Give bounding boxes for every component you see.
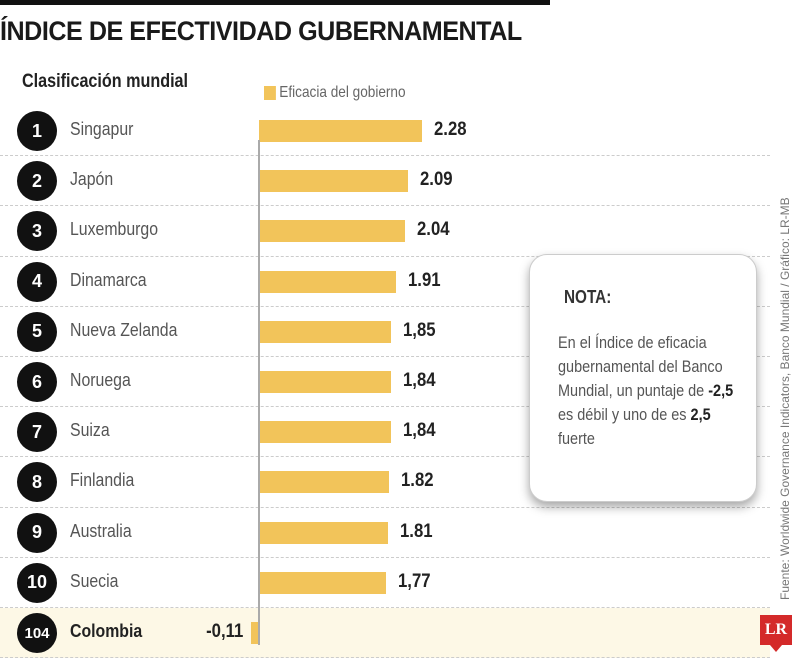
country-label: Colombia bbox=[70, 621, 143, 641]
legend: Eficacia del gobierno bbox=[264, 84, 406, 102]
country-label: Singapur bbox=[70, 119, 134, 139]
rank-badge: 9 bbox=[17, 512, 57, 553]
row-divider bbox=[0, 205, 770, 207]
value-label: 1.82 bbox=[401, 470, 434, 492]
bar-row: 7 Suiza 1,84 bbox=[0, 407, 770, 457]
country-label: Suecia bbox=[70, 570, 119, 591]
source-credit: Fuente: Worldwide Governance Indicators,… bbox=[778, 197, 792, 600]
country-label: Luxemburgo bbox=[70, 219, 159, 240]
note-text: En el Índice de eficacia gubernamental d… bbox=[558, 333, 723, 400]
rank-badge: 5 bbox=[17, 311, 57, 352]
rank-badge: 8 bbox=[17, 462, 57, 503]
rank-badge: 10 bbox=[17, 562, 57, 603]
top-rule bbox=[0, 0, 550, 5]
country-label: Dinamarca bbox=[70, 269, 147, 290]
rank-badge: 104 bbox=[17, 613, 57, 653]
row-divider bbox=[0, 305, 770, 307]
value-label: 1.81 bbox=[400, 520, 433, 542]
row-divider bbox=[0, 456, 770, 458]
country-label: Japón bbox=[70, 169, 114, 190]
bar-row: 8 Finlandia 1.82 bbox=[0, 457, 770, 507]
row-divider bbox=[0, 255, 770, 257]
legend-swatch bbox=[264, 86, 276, 100]
bar-row: 9 Australia 1.81 bbox=[0, 508, 770, 558]
note-bold: 2,5 bbox=[690, 405, 711, 424]
row-divider bbox=[0, 406, 770, 408]
country-label: Finlandia bbox=[70, 470, 135, 491]
rank-badge: 1 bbox=[17, 111, 57, 151]
country-label: Australia bbox=[70, 520, 132, 541]
value-label: 1.91 bbox=[407, 269, 441, 291]
value-label: 1,84 bbox=[402, 420, 436, 442]
note-title: NOTA: bbox=[564, 287, 612, 307]
bar bbox=[259, 120, 423, 142]
bar bbox=[259, 220, 405, 243]
country-label: Nueva Zelanda bbox=[70, 319, 178, 340]
row-divider bbox=[0, 556, 770, 558]
note-box: NOTA: En el Índice de eficacia gubername… bbox=[529, 254, 757, 502]
value-label: 1,77 bbox=[397, 570, 431, 592]
bar-row: 1 Singapur 2.28 bbox=[0, 106, 770, 156]
note-bold: -2,5 bbox=[708, 381, 734, 400]
row-divider bbox=[0, 607, 770, 608]
bar bbox=[259, 471, 390, 494]
bar bbox=[259, 421, 391, 444]
bar-row: 10 Suecia 1,77 bbox=[0, 558, 770, 608]
bar bbox=[259, 170, 409, 193]
legend-label: Eficacia del gobierno bbox=[279, 84, 406, 101]
rank-badge: 2 bbox=[17, 161, 57, 202]
note-body: En el Índice de eficacia gubernamental d… bbox=[558, 331, 745, 451]
rank-badge: 4 bbox=[17, 261, 57, 302]
bar bbox=[259, 521, 389, 544]
value-label: 1,85 bbox=[403, 319, 436, 341]
value-label: -0,11 bbox=[205, 621, 244, 642]
zero-axis bbox=[258, 140, 260, 645]
row-divider bbox=[0, 155, 770, 157]
country-label: Suiza bbox=[70, 420, 110, 441]
lr-logo: LR bbox=[760, 615, 792, 652]
value-label: 1,84 bbox=[402, 370, 436, 391]
rank-badge: 6 bbox=[17, 362, 57, 402]
row-divider bbox=[0, 506, 770, 508]
bar-row: 6 Noruega 1,84 bbox=[0, 357, 770, 407]
value-label: 2.28 bbox=[434, 119, 467, 140]
bar bbox=[251, 622, 259, 644]
bar-row: 2 Japón 2.09 bbox=[0, 156, 770, 206]
chart-title: ÍNDICE DE EFECTIVIDAD GUBERNAMENTAL bbox=[0, 16, 522, 46]
rank-badge: 7 bbox=[17, 412, 57, 453]
bar-row: 4 Dinamarca 1.91 bbox=[0, 257, 770, 307]
note-text: es débil y uno de es bbox=[558, 405, 691, 424]
subtitle: Clasificación mundial bbox=[22, 71, 189, 92]
rank-badge: 3 bbox=[17, 211, 57, 252]
bar-row: 5 Nueva Zelanda 1,85 bbox=[0, 307, 770, 357]
row-divider bbox=[0, 356, 770, 357]
note-text: fuerte bbox=[558, 429, 595, 448]
value-label: 2.04 bbox=[416, 219, 450, 241]
bar-row: 104 Colombia -0,11 bbox=[0, 608, 770, 658]
country-label: Noruega bbox=[70, 370, 131, 390]
value-label: 2.09 bbox=[420, 169, 453, 191]
bar-row: 3 Luxemburgo 2.04 bbox=[0, 206, 770, 256]
bar bbox=[259, 371, 391, 393]
bar bbox=[259, 270, 396, 293]
bar bbox=[259, 571, 386, 594]
bar bbox=[259, 320, 392, 343]
row-divider bbox=[0, 657, 770, 659]
